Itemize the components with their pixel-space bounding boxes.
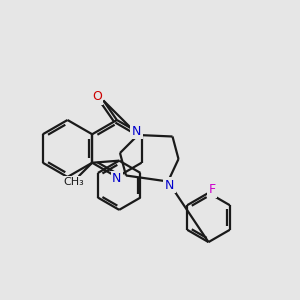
Text: N: N [112, 172, 122, 185]
Text: N: N [165, 178, 174, 192]
Text: O: O [92, 90, 102, 104]
Text: CH₃: CH₃ [64, 177, 85, 187]
Text: N: N [132, 125, 141, 138]
Text: F: F [208, 183, 216, 196]
